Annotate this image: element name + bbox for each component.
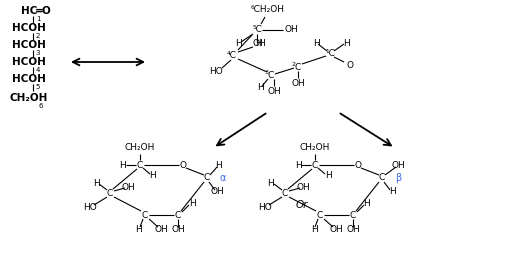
Text: O: O bbox=[346, 61, 353, 69]
Text: CH₂OH: CH₂OH bbox=[300, 143, 330, 153]
Text: H: H bbox=[189, 200, 195, 208]
Text: OH: OH bbox=[391, 161, 405, 169]
Text: 5: 5 bbox=[36, 84, 40, 90]
Text: O: O bbox=[354, 161, 361, 169]
Text: H: H bbox=[363, 200, 370, 208]
Text: C: C bbox=[295, 62, 301, 72]
Text: OH: OH bbox=[291, 80, 305, 89]
Text: H: H bbox=[343, 38, 349, 48]
Text: OH: OH bbox=[210, 187, 224, 196]
Text: H: H bbox=[216, 161, 222, 169]
Text: OH: OH bbox=[267, 87, 281, 97]
Text: H: H bbox=[311, 225, 317, 233]
Text: C: C bbox=[379, 174, 385, 182]
Text: ⁴C: ⁴C bbox=[227, 51, 237, 59]
Text: 4: 4 bbox=[36, 67, 40, 73]
Text: =: = bbox=[34, 6, 43, 16]
Text: 6: 6 bbox=[39, 103, 43, 109]
Text: HCOH: HCOH bbox=[12, 57, 46, 67]
Text: C: C bbox=[268, 70, 274, 80]
Text: HO: HO bbox=[258, 203, 272, 211]
Text: H: H bbox=[150, 171, 157, 179]
Text: C: C bbox=[312, 161, 318, 169]
Text: H: H bbox=[93, 179, 99, 187]
Text: C: C bbox=[137, 161, 143, 169]
Text: OH: OH bbox=[252, 40, 266, 48]
Text: 2: 2 bbox=[36, 33, 40, 39]
Text: α: α bbox=[220, 173, 226, 183]
Text: C: C bbox=[282, 189, 288, 197]
Text: HO: HO bbox=[83, 203, 97, 211]
Text: H: H bbox=[254, 38, 261, 48]
Text: OH: OH bbox=[296, 183, 310, 193]
Text: HCOH: HCOH bbox=[12, 40, 46, 50]
Text: ⁵C: ⁵C bbox=[252, 26, 262, 34]
Text: C: C bbox=[317, 211, 323, 220]
Text: OH: OH bbox=[284, 26, 298, 34]
Text: HCOH: HCOH bbox=[12, 74, 46, 84]
Text: OH: OH bbox=[329, 225, 343, 233]
Text: H: H bbox=[389, 187, 395, 196]
Text: H: H bbox=[120, 161, 126, 169]
Text: OH: OH bbox=[154, 225, 168, 233]
Text: 1: 1 bbox=[36, 16, 40, 22]
Text: H: H bbox=[235, 38, 241, 48]
Text: β: β bbox=[395, 173, 401, 183]
Text: ¹C: ¹C bbox=[325, 49, 335, 58]
Text: H: H bbox=[268, 179, 275, 187]
Text: HCOH: HCOH bbox=[12, 23, 46, 33]
Text: HC: HC bbox=[21, 6, 37, 16]
Text: OH: OH bbox=[121, 183, 135, 193]
Text: ⁶CH₂OH: ⁶CH₂OH bbox=[251, 5, 285, 15]
Text: C: C bbox=[175, 211, 181, 220]
Text: O: O bbox=[42, 6, 50, 16]
Text: H: H bbox=[135, 225, 142, 233]
Text: C: C bbox=[204, 174, 210, 182]
Text: HO: HO bbox=[209, 68, 223, 76]
Text: H: H bbox=[313, 38, 320, 48]
Text: CH₂OH: CH₂OH bbox=[125, 143, 155, 153]
Text: H: H bbox=[257, 83, 263, 91]
Text: 3: 3 bbox=[265, 69, 269, 75]
Text: C: C bbox=[107, 189, 113, 197]
Text: CH₂OH: CH₂OH bbox=[10, 93, 48, 103]
Text: O: O bbox=[179, 161, 187, 169]
Text: C: C bbox=[350, 211, 356, 220]
Text: C: C bbox=[142, 211, 148, 220]
Text: H: H bbox=[295, 161, 302, 169]
Text: Or: Or bbox=[296, 200, 308, 210]
Text: 2: 2 bbox=[292, 62, 296, 66]
Text: 3: 3 bbox=[36, 50, 40, 56]
Text: H: H bbox=[325, 171, 331, 179]
Text: OH: OH bbox=[171, 225, 185, 233]
Text: OH: OH bbox=[346, 225, 360, 233]
